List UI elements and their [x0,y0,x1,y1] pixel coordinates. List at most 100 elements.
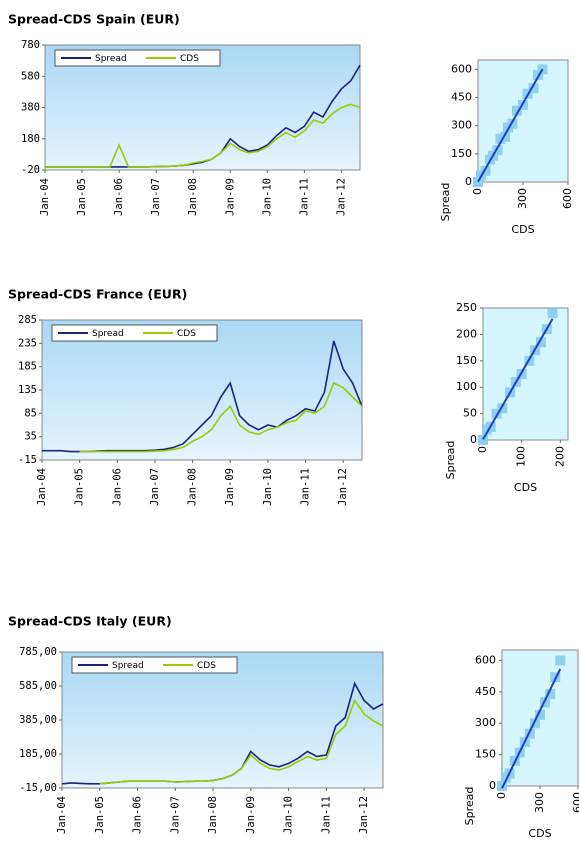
chart-title: Spread-CDS France (EUR) [8,287,187,302]
x-tick-label: Jan-07 [150,178,162,216]
y-tick-label: 135 [18,384,37,396]
y-tick-label: 250 [456,301,477,314]
point [533,70,543,81]
y-tick-label: 780 [21,39,40,51]
x-tick-label: Jan-10 [261,178,273,216]
legend-label: CDS [180,54,199,64]
y-axis-label: Spread [463,787,476,826]
fit-line [501,668,562,789]
y-axis-label: Spread [444,441,457,480]
y-tick-label: 380 [21,102,40,114]
y-tick-label: 235 [18,337,37,349]
x-tick-label: 300 [516,188,529,209]
series-line [99,698,384,785]
point [497,781,507,791]
x-axis-label: CDS [528,827,551,840]
y-tick-label: 385,00 [19,714,57,726]
x-tick-label: Jan-09 [245,796,257,834]
x-tick-label: Jan-07 [169,796,181,834]
legend-label: CDS [177,329,196,339]
y-tick-label: 580 [21,70,40,82]
point [497,403,508,414]
y-tick-label: -20 [21,164,40,176]
legend-label: Spread [112,661,144,671]
x-axis-label: CDS [514,481,537,494]
x-tick-label: Jan-11 [300,468,312,506]
y-tick-label: 585,00 [19,680,57,692]
x-tick-label: Jan-06 [132,796,144,834]
y-tick-label: 180 [21,133,40,145]
x-tick-label: Jan-05 [94,796,106,834]
legend-box [54,49,221,67]
x-tick-label: 100 [515,446,528,467]
y-tick-label: 285 [18,314,37,326]
point [492,145,503,156]
point [545,688,556,699]
point [528,83,539,94]
x-tick-label: Jan-05 [74,468,86,506]
x-tick-label: Jan-08 [207,796,219,834]
y-tick-label: 0 [465,175,472,188]
y-tick-label: 50 [463,407,477,420]
point [547,308,558,319]
y-axis-label: Spread [439,183,452,222]
x-tick-label: Jan-04 [56,796,68,834]
point [480,165,491,176]
y-tick-label: 200 [456,327,477,340]
point [500,131,510,142]
x-tick-label: Jan-06 [113,178,125,216]
y-tick-label: 150 [451,147,472,160]
point [524,728,535,739]
point [473,177,483,187]
y-tick-label: -15 [18,454,37,466]
plot-area [61,651,384,789]
x-tick-label: Jan-06 [111,468,123,506]
legend-box [51,324,218,342]
y-tick-label: 0 [489,779,496,792]
x-tick-label: 300 [533,792,546,813]
x-tick-label: Jan-09 [224,178,236,216]
x-tick-label: 0 [471,188,484,195]
y-tick-label: 185,00 [19,748,57,760]
x-tick-label: Jan-04 [39,178,51,216]
x-tick-label: Jan-11 [298,178,310,216]
x-tick-label: Jan-12 [358,796,370,834]
x-tick-label: Jan-10 [262,468,274,506]
y-tick-label: 185 [18,361,37,373]
fit-line [482,318,554,440]
point [535,709,545,720]
x-tick-label: 200 [553,446,566,467]
chart-title: Spread-CDS Italy (EUR) [8,614,172,629]
point [478,435,488,445]
point [512,105,522,116]
series-line [79,381,363,453]
y-tick-label: 600 [475,653,496,666]
y-tick-label: 600 [451,62,472,75]
x-tick-label: 0 [476,446,489,453]
y-tick-label: 300 [451,119,472,132]
y-tick-label: 100 [456,380,477,393]
x-tick-label: 0 [495,792,508,799]
y-tick-label: -15,00 [19,782,57,794]
y-tick-label: 450 [451,91,472,104]
legend-label: CDS [197,661,216,671]
x-tick-label: Jan-12 [335,178,347,216]
fit-line [477,68,544,183]
point [529,718,540,729]
chart-title: Spread-CDS Spain (EUR) [8,12,180,27]
y-tick-label: 85 [24,407,37,419]
x-tick-label: Jan-05 [76,178,88,216]
y-tick-label: 35 [24,431,37,443]
point [507,118,518,129]
y-tick-label: 300 [475,716,496,729]
x-tick-label: Jan-04 [36,468,48,506]
x-tick-label: Jan-11 [320,796,332,834]
y-tick-label: 785,00 [19,646,57,658]
point [555,655,566,666]
x-tick-label: Jan-08 [187,468,199,506]
legend-box [71,656,238,674]
x-tick-label: 600 [561,188,574,209]
x-tick-label: 600 [571,792,579,813]
point [535,337,546,348]
legend-label: Spread [92,329,124,339]
